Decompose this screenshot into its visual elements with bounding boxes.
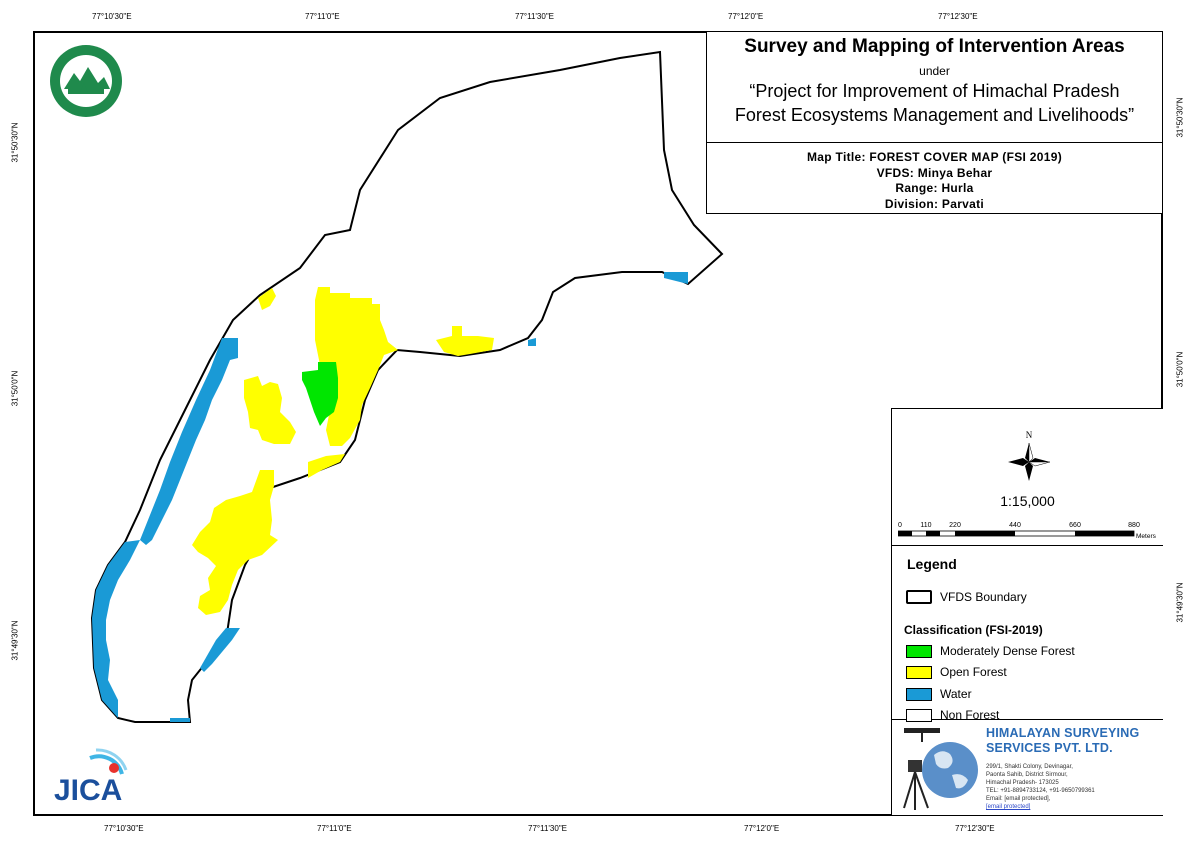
company-email-2[interactable]: [email protected] [986, 804, 1031, 810]
map-title: Map Title: FOREST COVER MAP (FSI 2019) [807, 150, 1062, 164]
legend-label-open-forest: Open Forest [940, 665, 1007, 679]
scale-label-660: 660 [1069, 522, 1081, 529]
legend-label-non-forest: Non Forest [940, 708, 1000, 722]
legend-item-boundary: VFDS Boundary [906, 590, 1027, 604]
title-block: Survey and Mapping of Intervention Areas… [706, 31, 1163, 143]
vfds-name: VFDS: Minya Behar [876, 165, 993, 180]
range-name: Range: Hurla [895, 181, 974, 195]
scale-ratio: 1:15,000 [1000, 493, 1055, 509]
address-line-3: Himachal Pradesh- 173025 [986, 780, 1059, 786]
tick-bottom-3: 77°11'30"E [528, 824, 568, 833]
company-name: HIMALAYAN SURVEYING SERVICES PVT. LTD. [986, 726, 1139, 756]
legend-item-open-forest: Open Forest [906, 665, 1007, 679]
division-name: Division: Parvati [884, 196, 985, 211]
water-swatch [906, 687, 932, 701]
company-block: HIMALAYAN SURVEYING SERVICES PVT. LTD. 2… [892, 720, 1163, 815]
legend-label-boundary: VFDS Boundary [940, 590, 1027, 604]
hp-forest-logo [50, 45, 122, 117]
main-title: Survey and Mapping of Intervention Areas [744, 36, 1125, 57]
legend-item-water: Water [906, 687, 972, 701]
jica-text: JICA [54, 774, 122, 804]
map-info-block: Map Title: FOREST COVER MAP (FSI 2019) V… [706, 142, 1163, 214]
scale-label-110: 110 [920, 522, 931, 529]
mdf-swatch [906, 644, 932, 658]
classification-title: Classification (FSI-2019) [904, 623, 1043, 637]
tick-bottom-4: 77°12'0"E [744, 824, 780, 833]
vfds-boundary-polygon [90, 50, 724, 723]
open-forest-swatch [906, 665, 932, 679]
right-panel: N 1:15,000 0 110 220 440 660 880 Meters … [891, 408, 1163, 815]
tick-bottom-1: 77°10'30"E [104, 824, 144, 833]
water-areas [92, 272, 688, 722]
scale-unit: Meters [1136, 533, 1157, 540]
scale-label-0: 0 [898, 522, 902, 529]
company-tel: TEL: +91-8894733124, +91-9650799361 [986, 788, 1095, 794]
open-forest-areas [192, 287, 494, 615]
project-line-1: “Project for Improvement of Himachal Pra… [749, 81, 1120, 101]
legend-label-water: Water [940, 687, 972, 701]
north-label: N [1026, 430, 1033, 440]
scale-bar: 0 110 220 440 660 880 Meters [898, 522, 1157, 540]
legend: Legend VFDS Boundary Classification (FSI… [892, 546, 1163, 722]
under-text: under [919, 64, 950, 78]
legend-item-mdf: Moderately Dense Forest [906, 644, 1075, 658]
tick-bottom-2: 77°11'0"E [317, 824, 352, 833]
scale-label-220: 220 [949, 522, 961, 529]
address-line-2: Paonta Sahib, District Sirmour, [986, 772, 1068, 778]
north-arrow-icon: N [1008, 430, 1051, 481]
project-line-2: Forest Ecosystems Management and Livelih… [734, 105, 1135, 125]
tick-top-2: 77°11'0"E [305, 12, 340, 21]
tick-top-3: 77°11'30"E [515, 12, 555, 21]
north-scale-box: N 1:15,000 0 110 220 440 660 880 Meters [892, 409, 1163, 546]
tick-top-4: 77°12'0"E [728, 12, 764, 21]
scale-label-440: 440 [1009, 522, 1021, 529]
legend-item-non-forest: Non Forest [906, 708, 999, 722]
address-line-1: 299/1, Shakti Colony, Devinagar, [986, 764, 1073, 770]
company-email-1: Email: [email protected], [986, 796, 1051, 802]
tick-bottom-5: 77°12'30"E [955, 824, 995, 833]
tick-top-5: 77°12'30"E [938, 12, 978, 21]
moderately-dense-forest-area [302, 362, 338, 426]
non-forest-swatch [906, 708, 932, 722]
jica-logo: JICA [54, 748, 128, 804]
company-name-line-1: HIMALAYAN SURVEYING [986, 726, 1140, 740]
legend-title: Legend [907, 556, 957, 572]
company-logo-icon [903, 728, 978, 810]
boundary-swatch [906, 590, 932, 604]
tick-top-1: 77°10'30"E [92, 12, 132, 21]
company-address: 299/1, Shakti Colony, Devinagar, Paonta … [986, 763, 1095, 811]
legend-label-mdf: Moderately Dense Forest [940, 644, 1075, 658]
scale-label-880: 880 [1128, 522, 1140, 529]
company-name-line-2: SERVICES PVT. LTD. [986, 741, 1113, 755]
